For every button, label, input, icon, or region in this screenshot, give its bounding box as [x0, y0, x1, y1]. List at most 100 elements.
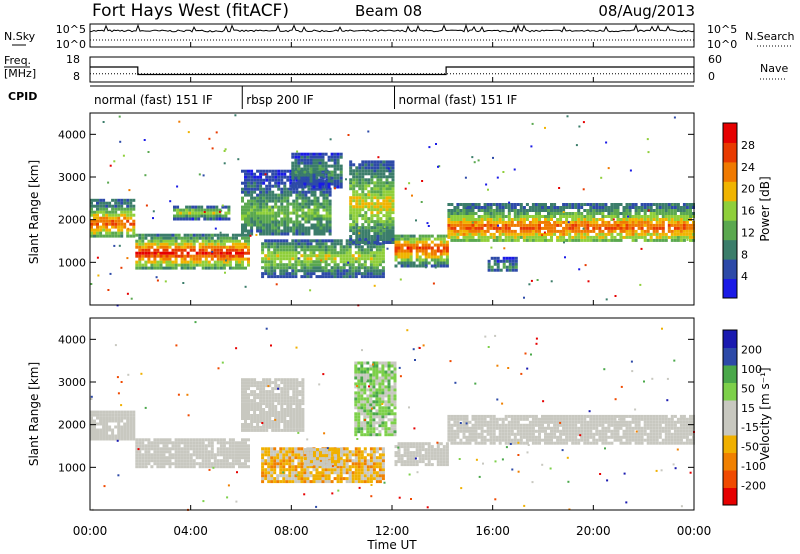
heatmap-cell	[327, 173, 331, 177]
heatmap-cell	[159, 245, 163, 249]
heatmap-cell	[210, 248, 214, 252]
heatmap-cell	[138, 266, 142, 270]
heatmap-cell	[322, 460, 325, 464]
heatmap-cell	[385, 178, 389, 182]
heatmap-cell	[183, 239, 187, 243]
heatmap-cell	[262, 172, 266, 176]
heatmap-cell	[531, 218, 535, 221]
heatmap-scatter-point	[237, 158, 240, 161]
heatmap-cell	[670, 238, 674, 242]
heatmap-cell	[336, 251, 340, 255]
heatmap-cell	[303, 239, 307, 243]
heatmap-cell	[207, 242, 211, 246]
heatmap-cell	[261, 456, 265, 460]
heatmap-cell	[292, 202, 296, 206]
heatmap-cell	[159, 456, 163, 460]
heatmap-cell	[129, 234, 133, 238]
heatmap-cell	[179, 214, 183, 218]
heatmap-cell	[519, 220, 523, 224]
heatmap-cell	[325, 217, 329, 221]
heatmap-cell	[354, 477, 358, 481]
heatmap-cell	[288, 450, 292, 454]
heatmap-cell	[477, 238, 481, 242]
heatmap-cell	[321, 185, 325, 189]
heatmap-cell	[643, 229, 647, 233]
heatmap-cell	[291, 269, 295, 273]
heatmap-cell	[262, 187, 266, 191]
heatmap-cell	[270, 263, 274, 267]
heatmap-cell	[559, 215, 563, 218]
heatmap-scatter-point	[109, 164, 112, 167]
heatmap-cell	[480, 220, 484, 224]
heatmap-cell	[153, 447, 157, 451]
heatmap-cell	[480, 232, 484, 236]
heatmap-scatter-point	[562, 211, 565, 213]
heatmap-cell	[289, 178, 293, 182]
heatmap-cell	[105, 437, 109, 441]
heatmap-cell	[264, 468, 268, 472]
heatmap-cell	[339, 477, 343, 481]
heatmap-cell	[285, 456, 289, 460]
heatmap-cell	[367, 232, 371, 235]
heatmap-cell	[259, 172, 263, 176]
heatmap-scatter-point	[320, 259, 323, 262]
heatmap-cell	[271, 402, 275, 406]
heatmap-cell	[483, 238, 487, 242]
heatmap-cell	[197, 205, 201, 209]
heatmap-cell	[528, 209, 532, 212]
heatmap-cell	[676, 229, 680, 233]
heatmap-cell	[241, 254, 244, 258]
heatmap-cell	[382, 229, 386, 233]
heatmap-cell	[298, 399, 302, 403]
heatmap-cell	[363, 272, 367, 276]
heatmap-cell	[222, 233, 226, 237]
heatmap-cell	[465, 238, 469, 242]
heatmap-cell	[247, 459, 250, 463]
heatmap-scatter-point	[523, 296, 525, 299]
heatmap-cell	[601, 203, 605, 206]
heatmap-cell	[568, 212, 572, 215]
heatmap-cell	[360, 272, 364, 276]
heatmap-cell	[241, 423, 244, 426]
heatmap-cell	[382, 232, 386, 235]
heatmap-cell	[301, 378, 305, 382]
heatmap-cell	[225, 462, 229, 466]
heatmap-cell	[294, 471, 298, 475]
heatmap-cell	[361, 235, 365, 238]
heatmap-cell	[336, 477, 340, 481]
heatmap-cell	[580, 238, 584, 242]
heatmap-cell	[159, 242, 163, 246]
heatmap-cell	[306, 463, 310, 467]
heatmap-cell	[105, 410, 109, 414]
heatmap-cell	[241, 453, 244, 457]
heatmap-cell	[339, 242, 343, 246]
heatmap-cell	[144, 453, 148, 457]
heatmap-cell	[228, 441, 232, 445]
heatmap-cell	[640, 220, 644, 224]
heatmap-cell	[568, 203, 572, 206]
heatmap-cell	[313, 199, 317, 203]
heatmap-cell	[150, 266, 154, 270]
heatmap-cell	[292, 399, 296, 403]
heatmap-cell	[327, 254, 331, 258]
heatmap-cell	[403, 255, 407, 259]
heatmap-cell	[619, 218, 623, 221]
heatmap-cell	[442, 234, 446, 238]
heatmap-cell	[273, 480, 277, 484]
heatmap-cell	[289, 187, 293, 191]
heatmap-cell	[312, 272, 316, 276]
heatmap-cell	[288, 447, 292, 451]
heatmap-cell	[577, 232, 581, 236]
heatmap-cell	[583, 220, 587, 224]
heatmap-cell	[325, 193, 329, 197]
heatmap-cell	[418, 237, 422, 241]
heatmap-cell	[634, 238, 638, 242]
heatmap-cell	[204, 266, 208, 270]
heatmap-cell	[322, 232, 326, 236]
heatmap-cell	[117, 437, 121, 441]
heatmap-cell	[285, 453, 289, 457]
noise-left-tick-top: 10^5	[56, 23, 86, 36]
heatmap-cell	[90, 422, 93, 426]
heatmap-scatter-point	[323, 175, 326, 178]
heatmap-cell	[379, 235, 383, 238]
